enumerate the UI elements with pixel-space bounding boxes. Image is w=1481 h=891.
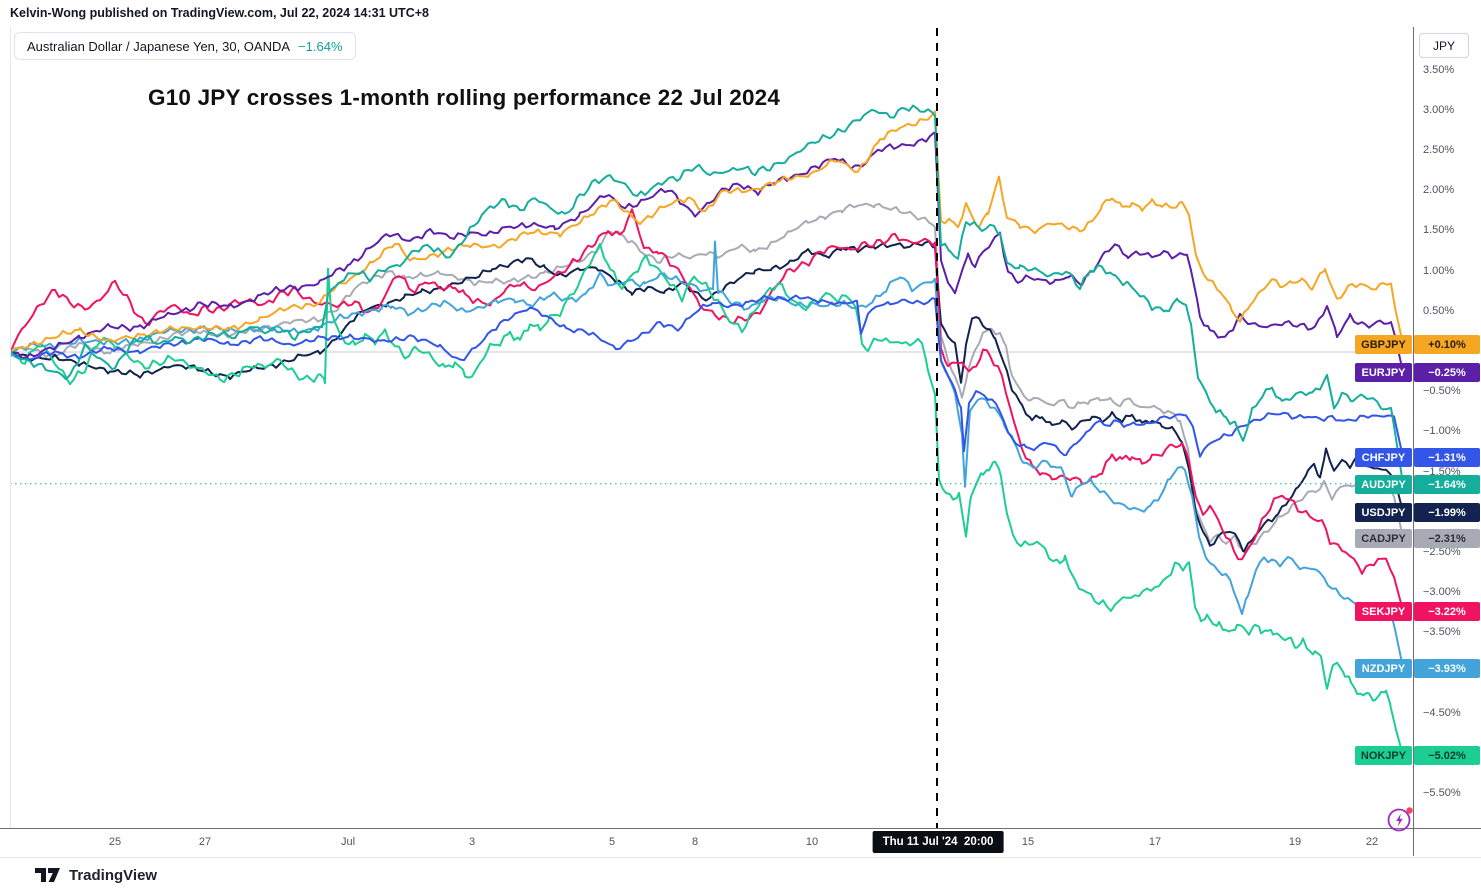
last-value-badge-EURJPY: −0.25% (1414, 363, 1480, 382)
time-tick-15: 15 (1021, 836, 1035, 848)
symbol-description: Australian Dollar / Japanese Yen, 30, OA… (27, 38, 291, 54)
pair-label-chip-CHFJPY: CHFJPY (1355, 448, 1412, 467)
price-tick-−2.50%: −2.50% (1423, 545, 1461, 558)
publish-attribution: Kelvin-Wong published on TradingView.com… (10, 6, 429, 20)
time-tick-25: 25 (108, 836, 122, 848)
chart-left-spine (10, 27, 11, 828)
currency-unit-button[interactable]: JPY (1419, 33, 1469, 58)
price-tick-0.50%: 0.50% (1423, 304, 1455, 317)
time-tick-Jul: Jul (340, 836, 356, 848)
footer-bar: TradingView (0, 857, 1481, 891)
last-value-badge-SEKJPY: −3.22% (1414, 602, 1480, 621)
pair-label-chip-AUDJPY: AUDJPY (1355, 475, 1412, 494)
idea-flash-button[interactable] (1385, 804, 1415, 834)
pair-label-chip-NZDJPY: NZDJPY (1355, 659, 1412, 678)
series-line-CHFJPY (10, 294, 1404, 459)
price-tick-3.50%: 3.50% (1423, 63, 1455, 76)
time-tick-22: 22 (1365, 836, 1379, 848)
flash-icon (1387, 807, 1413, 832)
price-tick-−3.00%: −3.00% (1423, 586, 1461, 599)
price-tick-−1.00%: −1.00% (1423, 425, 1461, 438)
time-tick-27: 27 (198, 836, 212, 848)
pair-label-chip-CADJPY: CADJPY (1355, 529, 1412, 548)
series-line-NOKJPY (10, 243, 1404, 757)
time-tick-8: 8 (691, 836, 699, 848)
price-axis[interactable]: 3.50%3.00%2.50%2.00%1.50%1.00%0.50%0.00%… (1413, 27, 1481, 828)
pair-label-chip-EURJPY: EURJPY (1355, 363, 1412, 382)
tradingview-brand[interactable]: TradingView (35, 866, 157, 884)
time-tick-17: 17 (1148, 836, 1162, 848)
last-value-badge-NOKJPY: −5.02% (1414, 746, 1480, 765)
price-tick-−0.50%: −0.50% (1423, 385, 1461, 398)
series-line-USDJPY (10, 240, 1404, 553)
price-tick-1.50%: 1.50% (1423, 224, 1455, 237)
tradingview-logo-icon (35, 868, 60, 882)
price-tick-−5.50%: −5.50% (1423, 786, 1461, 799)
series-line-AUDJPY (10, 104, 1404, 485)
last-value-badge-CADJPY: −2.31% (1414, 529, 1480, 548)
last-value-badge-USDJPY: −1.99% (1414, 503, 1480, 522)
last-value-badge-AUDJPY: −1.64% (1414, 475, 1480, 494)
crosshair-date-badge: Thu 11 Jul '24 20:00 (872, 831, 1004, 853)
price-tick-−4.50%: −4.50% (1423, 706, 1461, 719)
chart-annotation-title: G10 JPY crosses 1-month rolling performa… (148, 85, 781, 110)
pair-label-chip-NOKJPY: NOKJPY (1355, 746, 1412, 765)
symbol-legend[interactable]: Australian Dollar / Japanese Yen, 30, OA… (14, 32, 356, 60)
pair-label-chip-SEKJPY: SEKJPY (1355, 602, 1412, 621)
time-tick-19: 19 (1288, 836, 1302, 848)
last-value-badge-NZDJPY: −3.93% (1414, 659, 1480, 678)
series-line-GBPJPY (10, 110, 1404, 355)
price-tick-2.50%: 2.50% (1423, 144, 1455, 157)
symbol-change-percent: −1.64% (298, 38, 343, 54)
price-tick-−1.50%: −1.50% (1423, 465, 1461, 478)
pair-label-chip-GBPJPY: GBPJPY (1355, 335, 1412, 354)
price-tick-−3.50%: −3.50% (1423, 626, 1461, 639)
last-value-badge-CHFJPY: −1.31% (1414, 448, 1480, 467)
series-line-SEKJPY (10, 208, 1404, 612)
time-tick-3: 3 (468, 836, 476, 848)
price-tick-3.00%: 3.00% (1423, 103, 1455, 116)
price-tick-1.00%: 1.00% (1423, 264, 1455, 277)
price-tick-2.00%: 2.00% (1423, 184, 1455, 197)
series-line-CADJPY (10, 202, 1404, 553)
axis-corner-separator (1413, 828, 1414, 856)
tradingview-brand-text: TradingView (69, 866, 158, 884)
pair-label-chip-USDJPY: USDJPY (1355, 503, 1412, 522)
last-value-badge-GBPJPY: +0.10% (1414, 335, 1480, 354)
time-tick-10: 10 (805, 836, 819, 848)
series-line-EURJPY (10, 131, 1404, 374)
time-tick-5: 5 (608, 836, 616, 848)
time-axis[interactable]: 25 27 Jul 3 5 8 10 15 17 19 22 Thu 11 Jul '24 20:00 (0, 828, 1481, 858)
